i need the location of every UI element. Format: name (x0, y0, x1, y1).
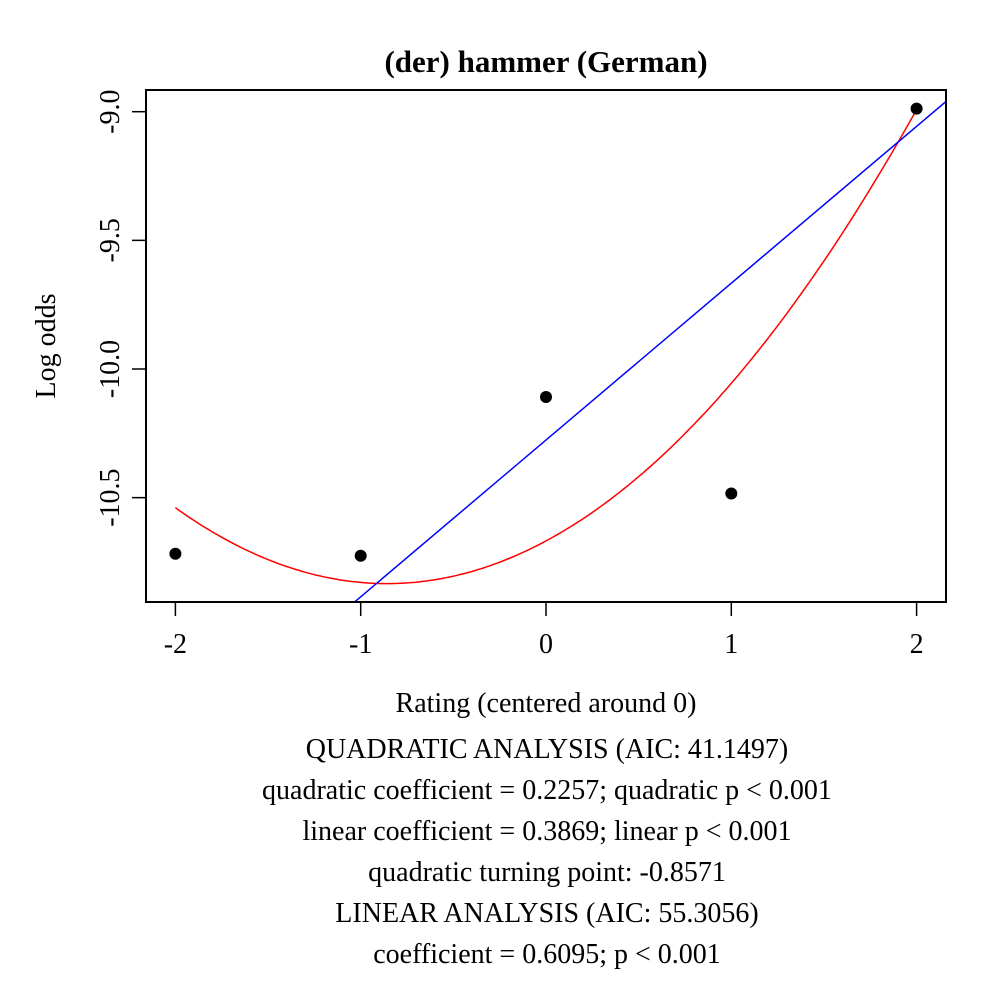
data-point (540, 391, 552, 404)
y-axis: -9.0 -9.5 -10.0 -10.5 (95, 90, 146, 527)
x-tick-label: -1 (349, 629, 372, 660)
x-tick-label: 1 (724, 629, 738, 660)
x-tick-label: 2 (910, 629, 924, 660)
x-axis: -2 -1 0 1 2 (164, 602, 924, 660)
data-point (354, 549, 367, 562)
y-tick-label: -9.0 (95, 90, 126, 134)
x-tick-label: 0 (539, 629, 553, 660)
chart-title: (der) hammer (German) (384, 44, 707, 79)
linear-coefficient-p-text: coefficient = 0.6095; p < 0.001 (373, 939, 721, 970)
data-point (725, 487, 738, 500)
x-axis-label: Rating (centered around 0) (396, 688, 697, 719)
data-point (910, 102, 923, 115)
quadratic-analysis-header: QUADRATIC ANALYSIS (AIC: 41.1497) (305, 734, 789, 765)
y-tick-label: -9.5 (95, 218, 126, 262)
quadratic-coefficient-text: quadratic coefficient = 0.2257; quadrati… (262, 775, 832, 806)
turning-point-text: quadratic turning point: -0.8571 (368, 857, 726, 888)
y-axis-label: Log odds (31, 294, 62, 399)
y-tick-label: -10.0 (95, 340, 126, 398)
y-tick-label: -10.5 (95, 468, 126, 526)
data-point (169, 547, 182, 560)
quadratic-fit-curve (174, 109, 918, 585)
x-tick-label: -2 (164, 629, 187, 660)
linear-fit-line (353, 100, 946, 602)
linear-coefficient-text: linear coefficient = 0.3869; linear p < … (302, 816, 792, 847)
plot-frame (145, 89, 947, 603)
data-points (169, 102, 923, 562)
linear-analysis-header: LINEAR ANALYSIS (AIC: 55.3056) (335, 898, 759, 929)
